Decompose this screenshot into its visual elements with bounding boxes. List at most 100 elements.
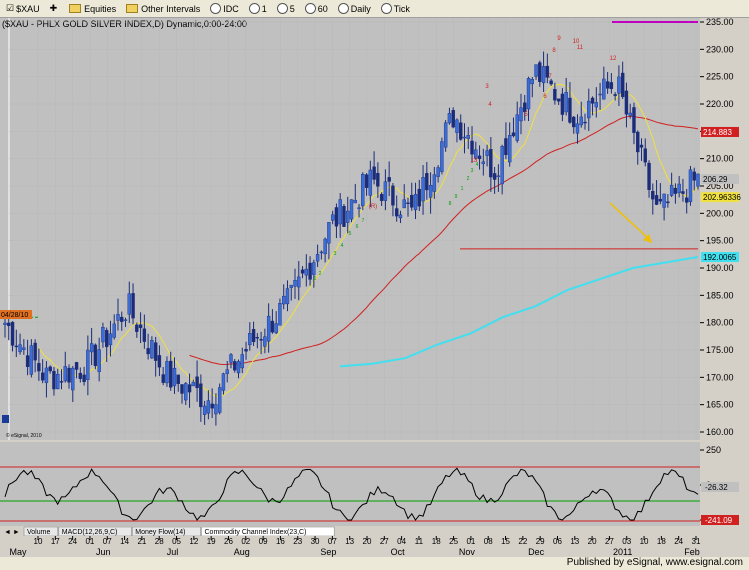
candle-body	[112, 323, 116, 338]
x-tick-label: 21	[137, 537, 146, 546]
candle-body	[282, 295, 286, 305]
x-tick-label: 27	[605, 537, 614, 546]
candle-body	[681, 191, 685, 194]
equities-button[interactable]: Equities	[65, 0, 120, 17]
indicator-tabs: Volume MACD(12,26,9,C) Money Flow(14) Commo…	[0, 526, 700, 537]
candle-body	[266, 315, 271, 342]
candle-body	[579, 116, 583, 126]
candle-body	[18, 344, 22, 353]
indicator-tab-label: Commodity Channel Index(23,C)	[205, 529, 307, 536]
candle-body	[639, 144, 644, 148]
candle-body	[620, 72, 625, 97]
chart-svg[interactable]: ($XAU - PHLX GOLD SILVER INDEX,D) Dynami…	[0, 17, 749, 558]
candle-body	[459, 122, 463, 140]
x-tick-label: 20	[588, 537, 597, 546]
candle-body	[244, 349, 248, 352]
x-month-label: Jul	[167, 547, 179, 557]
candle-body	[624, 90, 629, 115]
candle-body	[22, 347, 26, 350]
td-label: 7	[548, 74, 552, 80]
cci-pane[interactable]	[0, 442, 700, 526]
price-tags: 04/28/10 214.883 206.29 202.96336 192.0065	[0, 126, 741, 319]
candle-body	[67, 367, 71, 383]
candle-body	[165, 361, 169, 384]
candle-body	[40, 372, 45, 381]
candle-body	[157, 355, 162, 368]
candle-body	[74, 362, 79, 370]
candle-body	[315, 254, 320, 262]
interval-1-button[interactable]: 1	[245, 0, 271, 17]
td-label: 9	[557, 36, 561, 42]
candle-body	[263, 336, 267, 347]
candle-body	[391, 185, 395, 206]
y-tick-label: 180.00	[706, 318, 734, 328]
candle-body	[545, 65, 550, 78]
x-tick-label: 24	[68, 537, 77, 546]
arrow-line	[609, 202, 651, 241]
y-tick-label: 195.00	[706, 236, 734, 246]
idc-button[interactable]: IDC	[206, 0, 243, 17]
interval-60-button[interactable]: 60	[301, 0, 332, 17]
td-label: (R)	[369, 204, 377, 210]
price-axis[interactable]	[700, 18, 749, 440]
candle-body	[270, 320, 275, 333]
x-tick-label: 31	[692, 537, 701, 546]
date-axis[interactable]	[0, 536, 749, 558]
pane-handle[interactable]	[2, 415, 9, 423]
y-tick-label: 185.00	[706, 290, 734, 300]
candle-body	[658, 198, 663, 202]
candle-body	[696, 173, 700, 187]
x-tick-label: 01	[466, 537, 475, 546]
candle-body	[217, 387, 222, 413]
td-setup-label: 6	[356, 224, 359, 230]
candle-body	[669, 184, 674, 196]
radio-icon	[337, 3, 349, 14]
candle-body	[564, 92, 568, 113]
x-month-label: 2011	[613, 547, 632, 557]
intervals-button[interactable]: Other Intervals	[122, 0, 204, 17]
x-tick-label: 14	[120, 537, 129, 546]
x-tick-label: 07	[103, 537, 112, 546]
candle-body	[443, 122, 448, 148]
y-tick-label: 205.00	[706, 181, 734, 191]
td-setup-label: 3	[334, 251, 337, 257]
candle-body	[549, 80, 553, 85]
chart-area[interactable]: ($XAU - PHLX GOLD SILVER INDEX,D) Dynami…	[0, 17, 749, 558]
candle-body	[394, 208, 399, 217]
candle-body	[29, 345, 34, 375]
new-button[interactable]: ✚	[46, 0, 64, 17]
ma50-line	[189, 115, 699, 366]
x-month-label: Oct	[391, 547, 406, 557]
candle-body	[297, 276, 301, 288]
candle-body	[63, 366, 67, 382]
candle-body	[496, 175, 501, 178]
price-tag-label: 214.883	[703, 128, 732, 137]
candle-body	[127, 293, 131, 315]
x-tick-label: 22	[518, 537, 527, 546]
x-tick-label: 18	[657, 537, 666, 546]
price-tag	[701, 126, 739, 137]
symbol-button[interactable]: ☑ $XAU	[2, 0, 44, 17]
x-tick-label: 17	[51, 537, 60, 546]
x-tick-label: 12	[189, 537, 198, 546]
candle-body	[421, 177, 425, 202]
candle-body	[169, 360, 173, 388]
candle-body	[184, 383, 188, 401]
price-pane[interactable]	[0, 18, 700, 440]
y-tick-label: 200.00	[706, 208, 734, 218]
indicator-tab-label: MACD(12,26,9,C)	[62, 529, 118, 536]
daily-button[interactable]: Daily	[334, 0, 375, 17]
x-tick-label: 13	[570, 537, 579, 546]
candle-body	[587, 100, 591, 119]
candle-body	[425, 173, 429, 191]
radio-icon	[210, 3, 222, 14]
radio-icon	[248, 3, 260, 14]
candle-body	[643, 148, 647, 163]
candle-body	[413, 194, 418, 211]
candle-body	[89, 343, 94, 353]
tick-button[interactable]: Tick	[377, 0, 414, 17]
candle-body	[485, 150, 489, 156]
cci-value-label: -26.32	[705, 483, 728, 492]
interval-5-button[interactable]: 5	[273, 0, 299, 17]
